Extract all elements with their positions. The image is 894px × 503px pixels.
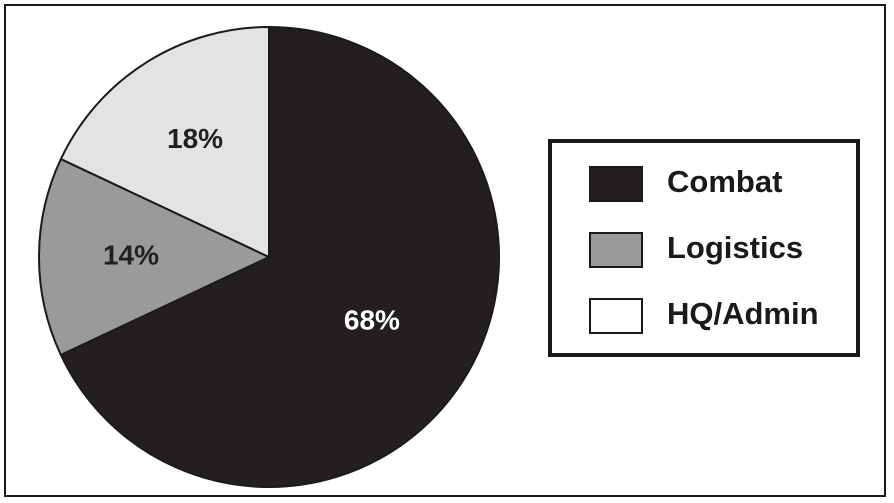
slice-label-logistics: 14%: [103, 239, 159, 270]
pie-slices: [38, 25, 500, 488]
legend-swatch-hq-admin: [589, 298, 643, 334]
legend: Combat Logistics HQ/Admin: [548, 139, 860, 357]
legend-label-hq-admin: HQ/Admin: [667, 296, 819, 331]
legend-label-combat: Combat: [667, 164, 782, 199]
legend-swatch-logistics: [589, 232, 643, 268]
slice-label-hq-admin: 18%: [167, 123, 223, 154]
slice-label-combat: 68%: [344, 305, 400, 336]
legend-items: Combat Logistics HQ/Admin: [589, 164, 819, 334]
pie-slice-combat: [59, 25, 500, 488]
legend-swatch-combat: [589, 166, 643, 202]
pie-slice-hq-admin: [59, 25, 270, 259]
legend-label-logistics: Logistics: [667, 230, 803, 265]
pie-slice-logistics: [38, 157, 272, 357]
pie-slice-labels: 68% 14% 18%: [103, 123, 400, 336]
